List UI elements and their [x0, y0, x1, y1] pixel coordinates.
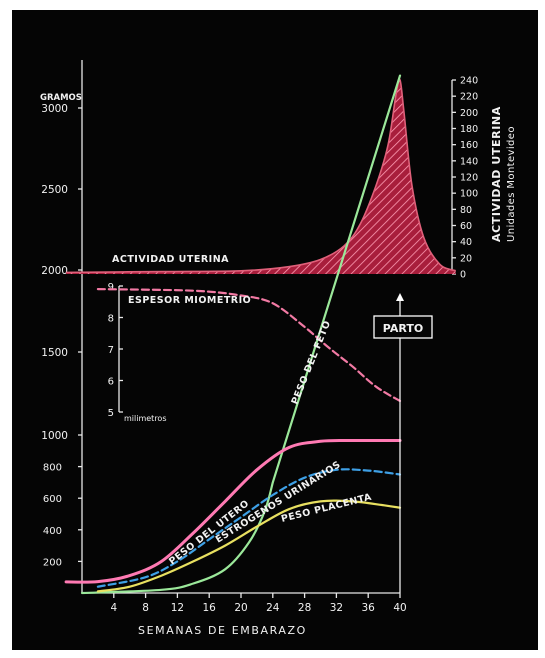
label-estrogenos-urinarios: ESTROGENOS URINARIOS	[214, 459, 343, 545]
right-tick-label: 160	[460, 140, 478, 151]
left-tick-label: 1500	[41, 347, 68, 359]
right-tick-label: 220	[460, 92, 478, 103]
series-actividad-uterina	[66, 78, 457, 274]
right-tick-label: 100	[460, 189, 478, 200]
right-axis-sublabel: Unidades Montevideo	[506, 126, 517, 242]
right-tick-label: 140	[460, 156, 478, 167]
right-tick-label: 180	[460, 124, 478, 135]
x-tick-label: 40	[393, 602, 406, 614]
inset-tick-label: 6	[108, 377, 114, 388]
series-peso-del-utero	[64, 438, 402, 584]
series-peso-placenta	[96, 499, 402, 593]
right-axis-label: ACTIVIDAD UTERINA	[490, 106, 503, 242]
pregnancy-chart: GRAMOS milimetros SEMANAS DE EMBARAZO AC…	[40, 60, 517, 637]
label-actividad-uterina: ACTIVIDAD UTERINA	[112, 254, 229, 265]
x-axis-label: SEMANAS DE EMBARAZO	[138, 624, 307, 637]
x-tick-label: 24	[266, 602, 280, 614]
left-tick-label: 2000	[41, 265, 68, 277]
inset-tick-label: 7	[108, 345, 114, 356]
x-tick-label: 8	[142, 602, 149, 614]
tick-labels: 4 8 12 16 20 24 28 32 36 402004006008001000150020…	[41, 76, 478, 614]
right-tick-label: 60	[460, 221, 472, 232]
parto-arrow	[396, 293, 404, 301]
left-tick-label: 800	[43, 463, 62, 474]
x-tick-label: 32	[330, 602, 343, 614]
x-tick-label: 36	[362, 602, 376, 614]
label-espesor-miometrio: ESPESOR MIOMETRIO	[128, 295, 251, 306]
left-tick-label: 3000	[41, 103, 68, 115]
left-tick-label: 1000	[41, 430, 68, 442]
x-tick-label: 16	[203, 602, 217, 614]
left-axis-label: GRAMOS	[40, 93, 82, 103]
series-peso-del-feto	[80, 74, 402, 595]
left-tick-label: 2500	[41, 184, 68, 196]
inset-tick-label: 9	[108, 282, 114, 293]
left-tick-label: 400	[43, 526, 62, 537]
x-tick-label: 20	[234, 602, 247, 614]
x-tick-label: 28	[298, 602, 311, 614]
tick-marks	[78, 79, 456, 598]
parto-marker: PARTO	[373, 293, 433, 593]
right-tick-label: 80	[460, 205, 472, 216]
series-espesor-miometrio	[96, 288, 402, 403]
x-tick-label: 4	[110, 602, 117, 614]
right-tick-label: 120	[460, 173, 478, 184]
right-tick-label: 20	[460, 253, 472, 264]
x-tick-label: 12	[171, 602, 184, 614]
parto-label: PARTO	[383, 322, 423, 335]
parto-box	[373, 315, 433, 339]
right-tick-label: 240	[460, 76, 478, 87]
inset-tick-label: 5	[108, 408, 114, 419]
series-actividad-uterina-area	[66, 79, 456, 274]
inset-tick-label: 8	[108, 314, 114, 325]
left-tick-label: 200	[43, 557, 62, 568]
right-tick-label: 0	[460, 270, 466, 281]
inset-axis-label: milimetros	[124, 414, 167, 423]
series-group	[64, 74, 457, 595]
left-tick-label: 600	[43, 494, 62, 505]
chart-slide: GRAMOS milimetros SEMANAS DE EMBARAZO AC…	[12, 10, 538, 650]
series-estrogenos-urinarios	[96, 468, 402, 588]
right-tick-label: 40	[460, 237, 472, 248]
right-tick-label: 200	[460, 108, 478, 119]
